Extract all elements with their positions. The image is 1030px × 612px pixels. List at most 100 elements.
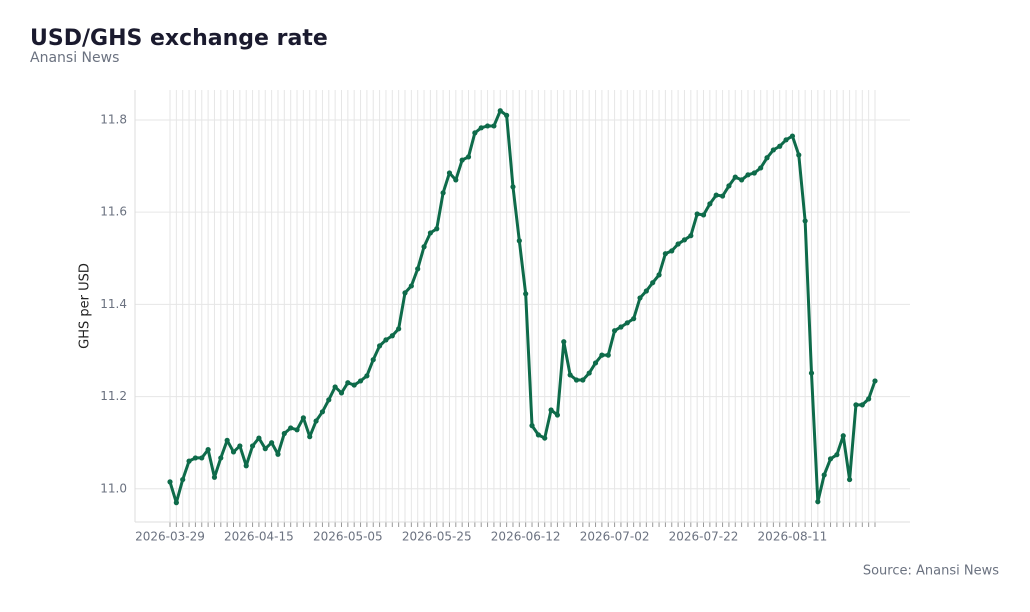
x-tick-label: 2026-07-02 xyxy=(580,530,650,544)
x-tick-label: 2026-07-22 xyxy=(669,530,739,544)
data-point xyxy=(243,463,249,469)
data-point xyxy=(269,440,275,446)
data-point xyxy=(573,377,580,383)
source-note: Source: Anansi News xyxy=(863,564,999,579)
data-point xyxy=(300,415,306,421)
data-point xyxy=(567,372,573,378)
data-point xyxy=(256,435,262,441)
y-tick-label: 11.4 xyxy=(100,297,127,311)
data-point xyxy=(662,251,669,257)
data-point xyxy=(516,238,522,244)
data-point xyxy=(459,157,465,163)
data-point xyxy=(427,230,434,236)
data-point xyxy=(338,390,345,396)
chart-subtitle: Anansi News xyxy=(30,50,119,66)
data-point xyxy=(205,447,211,453)
y-tick-label: 11.2 xyxy=(100,389,127,403)
data-point xyxy=(789,133,796,139)
data-point xyxy=(167,479,173,485)
data-point xyxy=(415,266,421,272)
data-point xyxy=(764,155,770,161)
data-point xyxy=(173,500,179,506)
data-point xyxy=(840,433,846,439)
data-point xyxy=(694,211,700,217)
data-point xyxy=(650,280,656,286)
data-point xyxy=(542,435,548,441)
data-point xyxy=(688,233,694,239)
data-point xyxy=(389,333,395,339)
data-point xyxy=(326,397,332,403)
data-point xyxy=(643,288,649,294)
data-point xyxy=(745,172,751,178)
data-point xyxy=(707,201,713,207)
data-point xyxy=(605,352,611,358)
data-point xyxy=(364,373,370,379)
data-point xyxy=(700,212,707,218)
data-point xyxy=(237,443,243,449)
data-point xyxy=(719,193,726,199)
data-point xyxy=(199,455,205,461)
data-point xyxy=(523,291,529,297)
data-point xyxy=(624,320,630,326)
data-point xyxy=(770,147,776,153)
data-point xyxy=(192,455,199,461)
data-point xyxy=(383,337,389,343)
data-point xyxy=(446,170,453,176)
y-tick-label: 11.6 xyxy=(100,205,127,219)
data-point xyxy=(808,370,815,376)
x-tick-label: 2026-08-11 xyxy=(758,530,828,544)
data-point xyxy=(453,177,459,183)
x-tick-label: 2026-05-05 xyxy=(313,530,383,544)
data-point xyxy=(510,184,516,190)
data-point xyxy=(484,123,491,129)
data-point xyxy=(796,152,802,158)
data-point xyxy=(497,108,503,114)
data-point xyxy=(230,449,237,455)
data-point xyxy=(872,378,878,384)
data-point xyxy=(758,165,764,171)
data-point xyxy=(669,248,675,254)
data-point xyxy=(853,402,859,408)
data-point xyxy=(288,425,294,431)
data-point xyxy=(802,218,808,224)
y-tick-label: 11.8 xyxy=(100,112,127,126)
x-tick-label: 2026-04-15 xyxy=(224,530,294,544)
data-point xyxy=(529,423,535,429)
data-point xyxy=(491,123,497,129)
data-point xyxy=(402,290,408,296)
data-point xyxy=(351,382,357,388)
data-point xyxy=(281,430,287,437)
data-point xyxy=(592,360,599,366)
data-point xyxy=(739,177,745,183)
line-series xyxy=(168,109,877,505)
data-point xyxy=(396,326,402,332)
data-point xyxy=(751,170,757,176)
data-point xyxy=(675,241,681,247)
data-point xyxy=(859,402,865,408)
data-point xyxy=(580,377,586,383)
data-point xyxy=(408,283,414,289)
data-point xyxy=(586,370,592,376)
data-point xyxy=(834,452,840,458)
data-point xyxy=(478,125,484,131)
chart-title: USD/GHS exchange rate xyxy=(30,26,328,51)
y-axis-label: GHS per USD xyxy=(78,263,93,349)
data-point xyxy=(249,443,256,449)
data-point xyxy=(681,237,688,243)
data-point xyxy=(224,437,230,443)
data-point xyxy=(262,446,268,452)
data-point xyxy=(548,407,554,413)
data-point xyxy=(637,295,643,301)
data-point xyxy=(313,418,319,424)
x-tick-label: 2026-03-29 xyxy=(135,530,205,544)
y-tick-label: 11.0 xyxy=(100,481,127,495)
data-point xyxy=(599,352,605,358)
data-point xyxy=(783,137,789,143)
data-point xyxy=(827,456,834,462)
data-point xyxy=(332,384,338,390)
data-point xyxy=(345,380,351,386)
data-point xyxy=(421,244,427,250)
data-point xyxy=(631,316,637,322)
data-point xyxy=(713,192,719,198)
